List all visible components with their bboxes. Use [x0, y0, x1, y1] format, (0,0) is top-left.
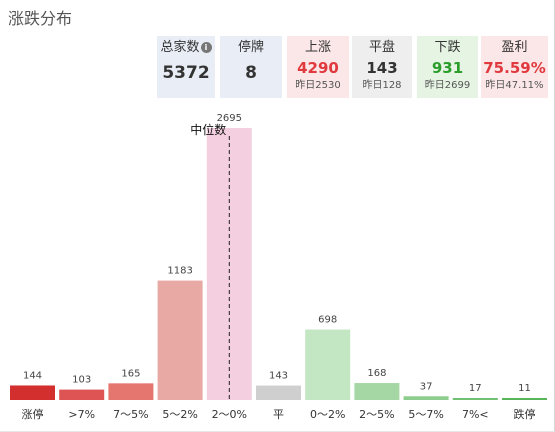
stat-total-value: 5372 [162, 63, 210, 83]
bar-value-label: 1183 [167, 266, 192, 277]
bar-value-label: 698 [318, 315, 337, 326]
stat-down-prev: 昨日2699 [424, 80, 471, 91]
stat-down-box: 下跌 931 昨日2699 [417, 36, 478, 98]
median-label: 中位数 [190, 122, 226, 137]
bar-value-label: 143 [269, 371, 288, 382]
bar-value-label: 11 [518, 383, 531, 394]
stat-profit-label: 盈利 [501, 40, 528, 55]
stat-up-label: 上涨 [304, 40, 331, 55]
stat-flat-label: 平盘 [368, 40, 395, 55]
stat-profit-prev: 昨日47.11% [485, 80, 544, 91]
category-label: 涨停 [22, 407, 44, 421]
bar-value-label: 144 [23, 370, 42, 381]
stat-total-label: 总家数 [160, 40, 200, 55]
category-label: 跌停 [514, 407, 536, 421]
stat-flat-value: 143 [366, 59, 398, 77]
category-label: >7% [68, 408, 95, 421]
category-label: 2～5% [359, 408, 394, 421]
stat-down-value: 931 [431, 59, 464, 77]
stat-flat-box: 平盘 143 昨日128 [352, 36, 412, 98]
bar [256, 385, 301, 400]
distribution-chart: 144 涨停 103 >7% 165 7～5% 1183 5～2% 2695 2～0% 中位数 143… [10, 113, 547, 421]
category-label: 2～0% [212, 408, 247, 421]
bar-value-label: 37 [420, 381, 433, 392]
bar [502, 398, 547, 400]
stat-up-value: 4290 [297, 59, 339, 77]
bar [10, 385, 55, 400]
stat-up-prev: 昨日2530 [295, 80, 341, 91]
stat-halt-box: 停牌 8 [220, 36, 282, 98]
category-label: 0～2% [310, 408, 345, 421]
bar [452, 398, 498, 400]
category-label: 7%< [462, 408, 489, 421]
stat-halt-value: 8 [245, 63, 257, 83]
bar [108, 383, 154, 400]
bar [59, 389, 105, 400]
bar-value-label: 17 [469, 383, 482, 394]
category-label: 平 [273, 408, 284, 421]
bar-value-label: 2695 [217, 113, 242, 124]
panel-title: 涨跌分布 [8, 9, 73, 28]
category-label: 5～7% [408, 408, 443, 421]
stat-total-box: 总家数 i 5372 [157, 36, 215, 98]
stat-profit-value: 75.59% [483, 59, 546, 77]
bar-value-label: 168 [367, 368, 386, 379]
bar [354, 383, 400, 400]
bar-value-label: 165 [121, 368, 140, 379]
category-label: 5～2% [162, 408, 197, 421]
stat-up-box: 上涨 4290 昨日2530 [287, 36, 349, 98]
info-icon[interactable]: i [200, 42, 212, 53]
bar [305, 329, 351, 400]
stat-flat-prev: 昨日128 [362, 80, 402, 91]
bar [403, 396, 449, 400]
stat-halt-label: 停牌 [237, 40, 264, 55]
bar [157, 280, 203, 400]
stat-down-label: 下跌 [434, 40, 461, 55]
bar-value-label: 103 [72, 375, 91, 386]
category-label: 7～5% [113, 408, 148, 421]
stat-profit-box: 盈利 75.59% 昨日47.11% [481, 36, 548, 98]
